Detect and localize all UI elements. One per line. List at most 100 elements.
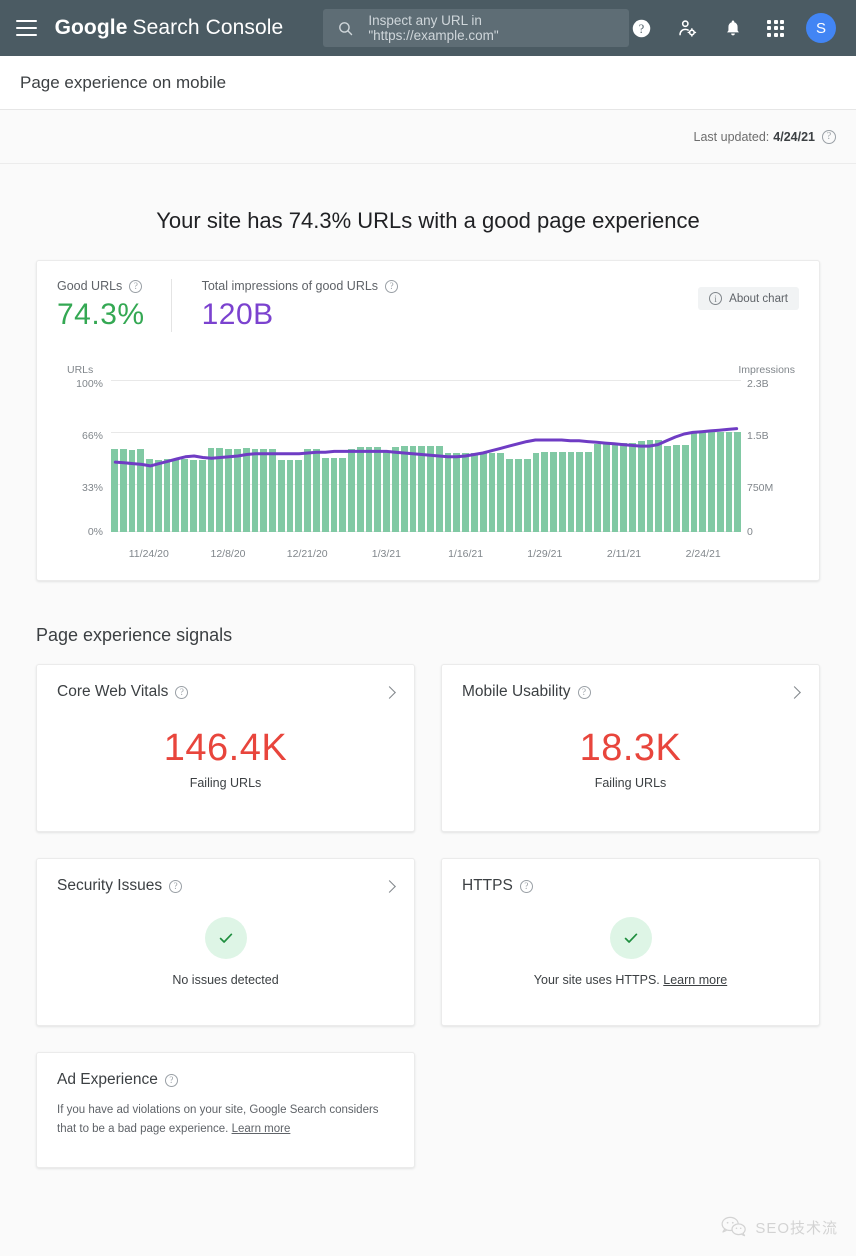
ad-experience-description: If you have ad violations on your site, … <box>57 1104 379 1135</box>
chart-bar <box>646 440 654 532</box>
about-chart-button[interactable]: i About chart <box>698 287 799 310</box>
chart-x-tick: 1/16/21 <box>448 548 484 560</box>
chart-left-tick-1: 66% <box>81 430 103 442</box>
security-status-text: No issues detected <box>172 973 279 987</box>
chart-bar <box>190 459 197 532</box>
help-icon[interactable]: ? <box>169 879 183 893</box>
help-icon[interactable]: ? <box>629 16 653 40</box>
chart-bar <box>532 452 540 532</box>
chart-bar <box>146 459 153 532</box>
chart-bar <box>699 431 707 532</box>
chart-bar <box>523 458 531 532</box>
signal-title: HTTPS <box>462 877 513 894</box>
chart-bar <box>576 452 584 532</box>
chart-bar <box>198 459 206 532</box>
https-status-row: Your site uses HTTPS. Learn more <box>534 973 727 987</box>
chart-bar <box>602 444 610 532</box>
signal-header: Core Web Vitals ? <box>57 683 396 701</box>
signal-card-core-web-vitals[interactable]: Core Web Vitals ? 146.4K Failing URLs <box>36 664 415 832</box>
help-icon[interactable]: ? <box>577 685 591 699</box>
chart-bar <box>154 459 162 532</box>
bell-icon[interactable] <box>721 16 745 40</box>
signal-card-security-issues[interactable]: Security Issues ? No issues detected <box>36 858 415 1026</box>
page-title-bar: Page experience on mobile <box>0 56 856 110</box>
signal-title: Core Web Vitals <box>57 683 169 700</box>
chart-right-tick-1: 1.5B <box>747 430 769 442</box>
chart-left-tick-3: 0% <box>87 526 103 538</box>
app-brand[interactable]: Google Search Console <box>55 16 284 40</box>
search-input-placeholder[interactable]: Inspect any URL in "https://example.com" <box>368 13 499 43</box>
account-settings-icon[interactable] <box>675 16 699 40</box>
metric-total-impressions: Total impressions of good URLs ? 120B <box>170 279 424 332</box>
signal-card-https[interactable]: HTTPS ? Your site uses HTTPS. Learn more <box>441 858 820 1026</box>
chart-bar <box>593 444 601 532</box>
apps-grid-icon[interactable] <box>767 19 784 37</box>
chart-bar <box>462 453 470 532</box>
help-icon[interactable]: ? <box>175 685 189 699</box>
signal-header: Ad Experience ? <box>57 1071 394 1089</box>
help-icon[interactable]: ? <box>822 129 836 144</box>
chart-bar <box>708 431 715 532</box>
check-circle-icon <box>609 917 652 959</box>
metric-good-urls-label-row: Good URLs ? <box>57 279 145 293</box>
chart-plot-area <box>111 380 742 532</box>
chart-bar <box>269 448 276 532</box>
chart-bar <box>471 453 478 532</box>
metric-total-impressions-value: 120B <box>201 298 274 331</box>
metric-good-urls: Good URLs ? 74.3% <box>57 279 171 332</box>
chart-bar <box>435 445 443 532</box>
failing-urls-label: Failing URLs <box>189 775 262 790</box>
metric-good-urls-label: Good URLs <box>57 279 123 293</box>
check-circle-icon <box>204 917 247 959</box>
chart-bar <box>541 452 549 532</box>
chevron-right-icon[interactable] <box>383 879 396 893</box>
chart-bar <box>321 457 329 532</box>
chart-bar <box>137 449 145 532</box>
page-title: Page experience on mobile <box>20 72 227 92</box>
help-icon[interactable]: ? <box>129 279 143 293</box>
signal-title: Mobile Usability <box>462 683 571 700</box>
help-icon[interactable]: ? <box>164 1073 178 1087</box>
signal-body: No issues detected <box>57 901 394 1003</box>
chevron-right-icon[interactable] <box>788 685 801 699</box>
help-icon[interactable]: ? <box>385 279 399 293</box>
info-icon: i <box>709 292 723 305</box>
chevron-right-icon[interactable] <box>383 685 396 699</box>
help-icon[interactable]: ? <box>519 879 533 893</box>
about-chart-label: About chart <box>729 292 788 305</box>
chart-bar <box>497 453 505 532</box>
chart-bar <box>716 432 724 532</box>
hamburger-menu-icon[interactable] <box>16 20 37 36</box>
chart-bar <box>550 452 557 532</box>
chart-bar <box>225 448 232 532</box>
signal-card-mobile-usability[interactable]: Mobile Usability ? 18.3K Failing URLs <box>441 664 820 832</box>
chart-bar <box>304 449 311 532</box>
chart-right-tick-3: 0 <box>747 526 753 538</box>
failing-urls-count: 146.4K <box>163 726 288 769</box>
chart-bar <box>427 446 434 532</box>
ad-experience-learn-more-link[interactable]: Learn more <box>231 1122 291 1135</box>
brand-search-console: Search Console <box>132 16 284 39</box>
https-learn-more-link[interactable]: Learn more <box>663 973 728 987</box>
chart-right-axis-title: Impressions <box>738 364 795 376</box>
avatar[interactable]: S <box>806 13 836 43</box>
chart-gridline-66 <box>111 432 741 433</box>
chart-right-tick-2: 750M <box>747 482 774 494</box>
chart-bar <box>506 459 513 532</box>
brand-google: Google <box>54 16 128 39</box>
chart-x-tick: 12/8/20 <box>210 548 246 560</box>
last-updated-value: 4/24/21 <box>773 129 815 144</box>
search-icon <box>339 21 353 35</box>
chart-bar <box>330 457 338 532</box>
chart-bar <box>128 449 136 532</box>
chart-bar <box>374 447 382 532</box>
bottom-spacer <box>20 1168 836 1222</box>
chart-bar <box>514 459 522 532</box>
chart-bar <box>172 459 180 532</box>
signal-header: Security Issues ? <box>57 877 396 895</box>
app-bar-actions: ? S <box>629 13 840 43</box>
chart-left-tick-2: 33% <box>81 482 103 494</box>
chart-bar <box>673 445 680 532</box>
metric-total-impressions-label-row: Total impressions of good URLs ? <box>202 279 399 293</box>
url-inspect-search-box[interactable]: Inspect any URL in "https://example.com" <box>323 9 629 47</box>
